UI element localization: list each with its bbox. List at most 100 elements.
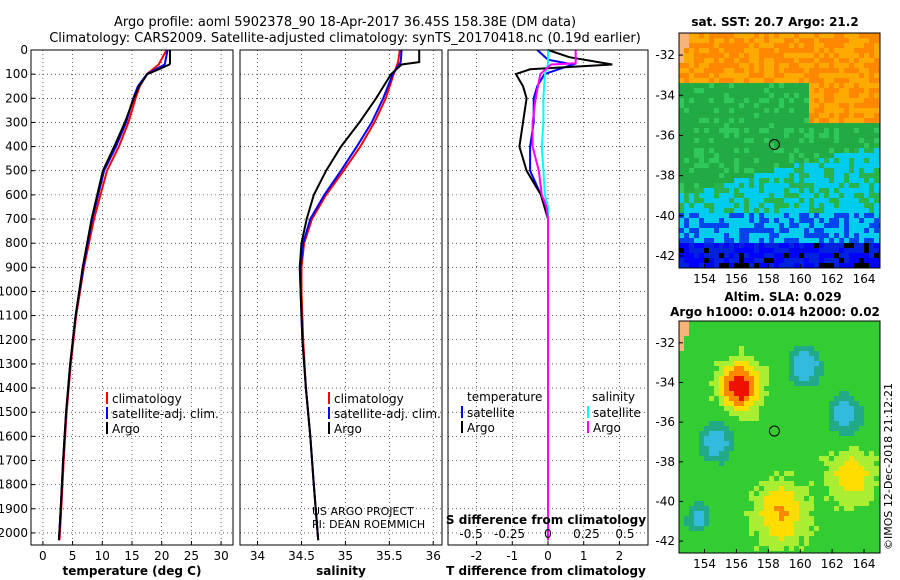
map-cell [874,58,879,63]
map-cell [779,163,784,168]
map-cell [844,486,849,491]
map-cell [794,436,799,441]
map-cell [689,98,694,103]
map-cell [734,163,739,168]
map-cell [874,436,879,441]
map-cell [749,258,754,263]
map-cell [859,98,864,103]
map-xtick-label: 156 [725,272,748,286]
map-cell [854,248,859,253]
map-cell [689,351,694,356]
map-cell [799,401,804,406]
map-cell [714,356,719,361]
map-cell [874,331,879,336]
map-cell [769,58,774,63]
map-cell [874,78,879,83]
map-ytick-label: -34 [655,88,675,102]
map-cell [764,416,769,421]
map-cell [849,153,854,158]
map-cell [809,421,814,426]
map-cell [834,173,839,178]
map-cell [874,416,879,421]
map-cell [719,33,724,38]
map-cell [689,441,694,446]
map-cell [689,516,694,521]
map-cell [759,546,764,551]
map-cell [704,446,709,451]
map-cell [714,496,719,501]
map-cell [744,158,749,163]
map-cell [679,406,684,411]
map-cell [874,233,879,238]
map-cell [684,406,689,411]
map-cell [709,248,714,253]
map-cell [729,416,734,421]
map-cell [854,208,859,213]
map-cell [834,436,839,441]
map-cell [774,118,779,123]
map-cell [749,366,754,371]
map-cell [724,243,729,248]
float-position-marker [768,425,780,437]
map-cell [689,466,694,471]
map-cell [739,441,744,446]
map-cell [689,248,694,253]
map-cell [769,441,774,446]
map-cell [794,233,799,238]
map-cell [794,501,799,506]
map-cell [689,153,694,158]
map-cell [739,68,744,73]
map-cell [834,366,839,371]
map-cell [759,451,764,456]
map-cell [849,341,854,346]
map-cell [684,496,689,501]
map-cell [694,426,699,431]
map-cell [739,541,744,546]
map-cell [754,346,759,351]
map-cell [804,471,809,476]
map-cell [719,436,724,441]
map-cell [714,376,719,381]
map-cell [834,253,839,258]
map-cell [694,38,699,43]
map-cell [824,391,829,396]
map-cell [689,178,694,183]
map-cell [874,103,879,108]
map-cell [849,43,854,48]
map-cell [784,58,789,63]
map-cell [789,38,794,43]
map-cell [784,168,789,173]
map-cell [719,203,724,208]
map-cell [769,163,774,168]
map-cell [779,366,784,371]
map-cell [864,133,869,138]
map-cell [799,173,804,178]
map-cell [689,53,694,58]
map-cell [844,263,849,268]
sst-map-panel: sat. SST: 20.7 Argo: 21.2 154 156 158 160 16… [655,15,881,286]
map-cell [819,153,824,158]
map-cell [824,541,829,546]
map-cell [759,198,764,203]
map-cell [759,258,764,263]
map-cell [769,158,774,163]
map-cell [809,431,814,436]
map-cell [679,263,684,268]
map-cell [739,506,744,511]
map-cell [739,43,744,48]
map-cell [734,63,739,68]
map-cell [814,263,819,268]
map-cell [714,193,719,198]
map-cell [819,218,824,223]
map-cell [714,233,719,238]
map-cell [769,243,774,248]
map-cell [869,248,874,253]
map-cell [784,481,789,486]
map-cell [694,446,699,451]
map-cell [689,93,694,98]
map-cell [834,516,839,521]
map-cell [864,551,869,553]
map-cell [859,336,864,341]
map-cell [819,258,824,263]
map-cell [819,158,824,163]
